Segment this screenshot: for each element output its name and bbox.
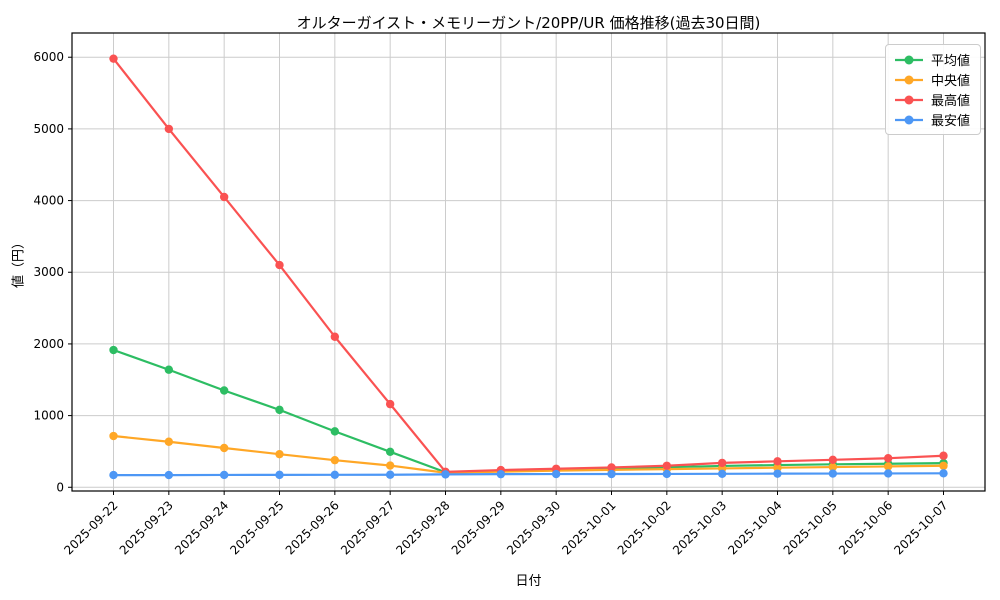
x-axis-ticks: 2025-09-222025-09-232025-09-242025-09-25… [61,491,951,557]
x-tick-label: 2025-10-03 [670,498,729,557]
y-tick-label: 2000 [33,337,64,351]
data-point [275,470,284,480]
x-tick-label: 2025-09-23 [117,498,176,557]
data-point [275,405,284,415]
legend-marker-icon [894,95,923,104]
series-3 [109,469,948,480]
x-tick-label: 2025-10-02 [615,498,674,557]
data-point [607,469,616,479]
data-point [219,192,229,202]
data-point [219,386,229,395]
data-point [551,469,561,479]
x-tick-label: 2025-10-01 [559,498,618,557]
x-tick-label: 2025-09-27 [338,498,397,557]
data-point [441,470,450,479]
data-point [828,455,838,465]
legend-marker-icon [894,75,923,84]
data-point [219,443,229,453]
legend-item: 平均値 [894,51,970,69]
data-point [385,461,395,470]
data-point [773,457,782,466]
series-line [112,57,945,473]
data-point [330,427,340,436]
data-point [717,469,727,478]
data-point [275,260,284,270]
data-point [662,469,672,479]
x-tick-label: 2025-09-28 [393,498,452,557]
legend-label: 平均値 [930,54,970,69]
y-axis-ticks: 0 1000 2000 3000 4000 5000 6000 [33,50,72,494]
data-point [385,470,395,479]
data-point [607,463,616,472]
x-tick-label: 2025-10-07 [891,498,950,557]
legend-item: 最高値 [894,91,970,109]
y-tick-label: 1000 [33,409,64,423]
x-tick-label: 2025-09-22 [61,498,120,557]
plot-border [71,32,986,492]
legend: 平均値中央値最高値最安値 [884,44,981,135]
x-tick-label: 2025-09-29 [449,498,508,557]
data-point [385,447,395,456]
legend-label: 中央値 [930,74,970,89]
data-point [883,454,893,463]
x-tick-label: 2025-09-24 [172,498,231,557]
legend-label: 最安値 [930,114,970,129]
gridlines [72,33,985,491]
data-point [109,345,118,355]
legend-item: 中央値 [894,71,970,89]
data-point [828,462,838,472]
series-2 [109,54,948,477]
data-point [164,124,174,134]
data-point [939,469,948,478]
data-point [939,461,948,470]
x-axis-label: 日付 [515,574,542,589]
series-line [112,472,945,477]
data-point [164,470,174,480]
data-point [773,463,782,472]
series-line [112,348,945,474]
series-0 [109,345,948,477]
data-point [164,365,174,374]
data-point [330,332,340,341]
data-point [109,470,118,480]
legend-label: 最高値 [930,94,970,109]
y-tick-label: 0 [56,480,64,494]
data-point [330,455,340,465]
y-axis-label: 値（円） [11,235,27,289]
data-point [275,449,284,459]
data-point [496,469,506,479]
data-point [883,469,893,478]
data-point [385,399,395,409]
y-tick-label: 6000 [33,50,64,64]
data-point [109,431,118,441]
x-tick-label: 2025-09-25 [227,498,286,557]
legend-marker-icon [894,55,923,64]
y-tick-label: 4000 [33,194,64,208]
data-point [883,462,893,471]
data-point [828,469,838,478]
legend-marker-icon [894,115,923,124]
data-point [939,451,948,460]
data-point [219,470,229,480]
series-line [112,434,945,474]
data-point [330,470,340,480]
chart-title: オルターガイスト・メモリーガント/20PP/UR 価格推移(過去30日間) [296,14,761,32]
y-tick-label: 5000 [33,122,64,136]
y-tick-label: 3000 [33,265,64,279]
data-point [164,437,174,446]
data-point [717,458,727,468]
x-tick-label: 2025-09-26 [283,498,342,557]
data-point [662,461,672,470]
legend-item: 最安値 [894,111,970,129]
x-tick-label: 2025-10-06 [836,498,895,557]
x-tick-label: 2025-09-30 [504,498,563,557]
x-tick-label: 2025-10-04 [725,498,784,557]
data-point [109,54,118,63]
data-point [773,469,782,478]
x-tick-label: 2025-10-05 [781,498,840,557]
